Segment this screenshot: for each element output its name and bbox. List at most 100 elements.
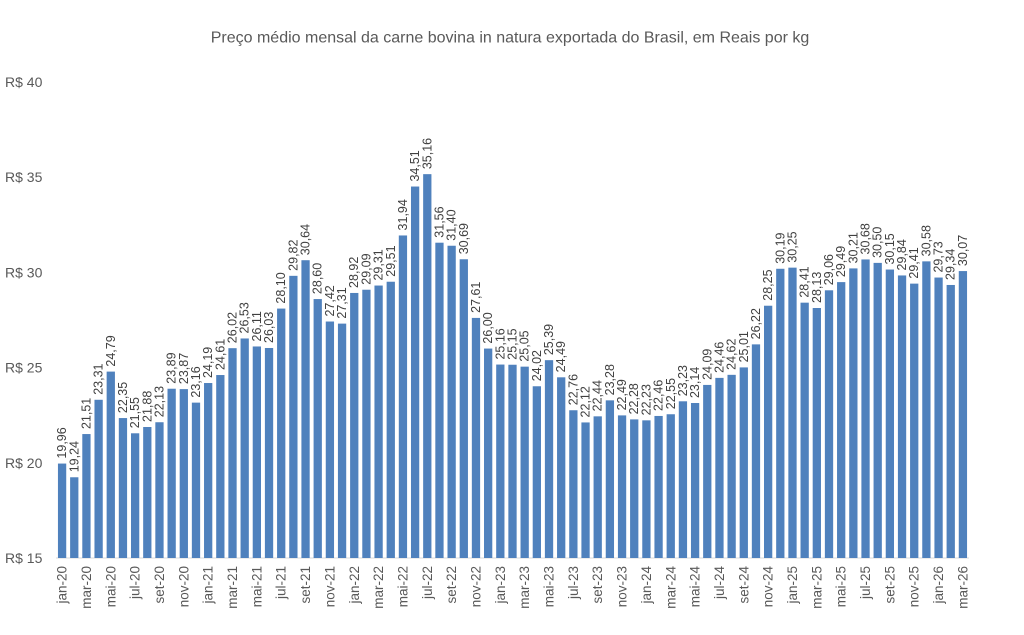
data-label: 26,02	[226, 312, 240, 343]
bar	[715, 377, 724, 558]
bar	[264, 347, 274, 558]
bar	[325, 321, 335, 558]
data-label: 24,79	[104, 335, 118, 366]
bar	[447, 245, 456, 559]
data-label: 25,16	[493, 328, 507, 359]
data-label: 19,96	[55, 427, 69, 458]
data-label: 21,51	[79, 398, 93, 429]
x-tick-label: jul-24	[712, 566, 727, 601]
data-label: 25,01	[737, 331, 751, 362]
data-label: 28,92	[347, 257, 361, 288]
data-label: 22,28	[627, 383, 641, 414]
bar	[313, 299, 322, 558]
data-label: 28,41	[798, 266, 812, 297]
y-tick-label: R$ 15	[5, 550, 43, 566]
data-label: 29,09	[359, 253, 373, 284]
data-label: 22,55	[664, 378, 678, 409]
bar	[57, 463, 67, 558]
bar	[873, 262, 882, 558]
x-tick-label: jul-21	[274, 566, 289, 600]
x-tick-label: jan-22	[347, 566, 362, 605]
bar	[593, 416, 602, 558]
bar	[216, 375, 225, 558]
data-label: 27,42	[323, 285, 337, 316]
bar	[569, 410, 578, 558]
bar	[118, 418, 128, 558]
bar	[678, 401, 688, 558]
bar	[204, 383, 213, 558]
bar	[861, 259, 870, 558]
data-label: 21,55	[128, 397, 142, 428]
data-label: 22,12	[579, 386, 593, 417]
x-tick-label: set-21	[298, 566, 313, 604]
data-label: 22,76	[566, 374, 580, 405]
data-label: 22,46	[652, 380, 666, 411]
data-label: 29,49	[834, 246, 848, 277]
bar	[885, 269, 895, 558]
bar	[106, 371, 115, 558]
x-tick-label: nov-21	[322, 566, 337, 607]
x-tick-label: set-25	[882, 566, 897, 604]
data-label: 25,15	[506, 328, 520, 359]
data-label: 24,19	[201, 347, 215, 378]
bar	[435, 242, 444, 558]
bar	[824, 290, 834, 558]
bar	[386, 281, 395, 558]
data-label: 28,10	[274, 272, 288, 303]
x-tick-label: mar-22	[371, 566, 386, 609]
data-label: 30,64	[299, 224, 313, 255]
x-tick-label: mai-22	[395, 566, 410, 607]
data-label: 29,84	[895, 239, 909, 270]
y-tick-label: R$ 40	[5, 74, 43, 90]
bar	[642, 420, 651, 558]
x-tick-label: jan-21	[201, 566, 216, 605]
bar	[605, 400, 615, 558]
data-label: 30,07	[956, 235, 970, 266]
x-tick-label: jan-23	[493, 566, 508, 605]
data-label: 30,58	[919, 225, 933, 256]
bar	[520, 366, 529, 558]
data-label: 31,94	[396, 199, 410, 230]
bar	[82, 434, 91, 558]
bar	[764, 305, 773, 558]
bar	[581, 422, 590, 558]
data-label: 24,46	[712, 342, 726, 373]
bar	[240, 338, 249, 558]
data-label: 23,16	[189, 366, 203, 397]
y-axis: R$ 15 R$ 20 R$ 25 R$ 30 R$ 35 R$ 40	[5, 74, 43, 566]
x-tick-label: jan-26	[931, 566, 946, 605]
data-label: 23,14	[688, 367, 702, 398]
bar	[155, 422, 164, 558]
data-label: 30,50	[871, 227, 885, 258]
bar	[337, 323, 347, 558]
bar	[800, 302, 809, 558]
data-label: 28,13	[810, 272, 824, 303]
data-label: 23,28	[603, 364, 617, 395]
x-tick-label: set-24	[736, 566, 751, 604]
bar	[617, 415, 627, 558]
data-label: 19,24	[67, 441, 81, 472]
bar	[557, 377, 566, 558]
x-tick-label: nov-25	[907, 566, 922, 607]
bar	[703, 384, 712, 558]
y-tick-label: R$ 20	[5, 455, 43, 471]
data-label: 28,60	[311, 263, 325, 294]
data-label: 24,61	[213, 339, 227, 370]
data-label: 21,88	[140, 391, 154, 422]
data-label: 29,73	[932, 241, 946, 272]
bar	[228, 348, 237, 558]
x-tick-label: set-22	[444, 566, 459, 604]
bar	[958, 271, 968, 558]
bar	[666, 414, 675, 558]
y-tick-label: R$ 25	[5, 360, 43, 376]
data-label: 22,23	[639, 384, 653, 415]
data-label: 26,03	[262, 312, 276, 343]
data-label: 22,35	[116, 382, 130, 413]
data-label: 23,23	[676, 365, 690, 396]
data-label: 29,41	[907, 247, 921, 278]
bar	[934, 277, 943, 558]
x-tick-label: nov-23	[615, 566, 630, 607]
data-label: 27,61	[469, 282, 483, 313]
data-label: 26,22	[749, 308, 763, 339]
bar	[423, 174, 432, 558]
